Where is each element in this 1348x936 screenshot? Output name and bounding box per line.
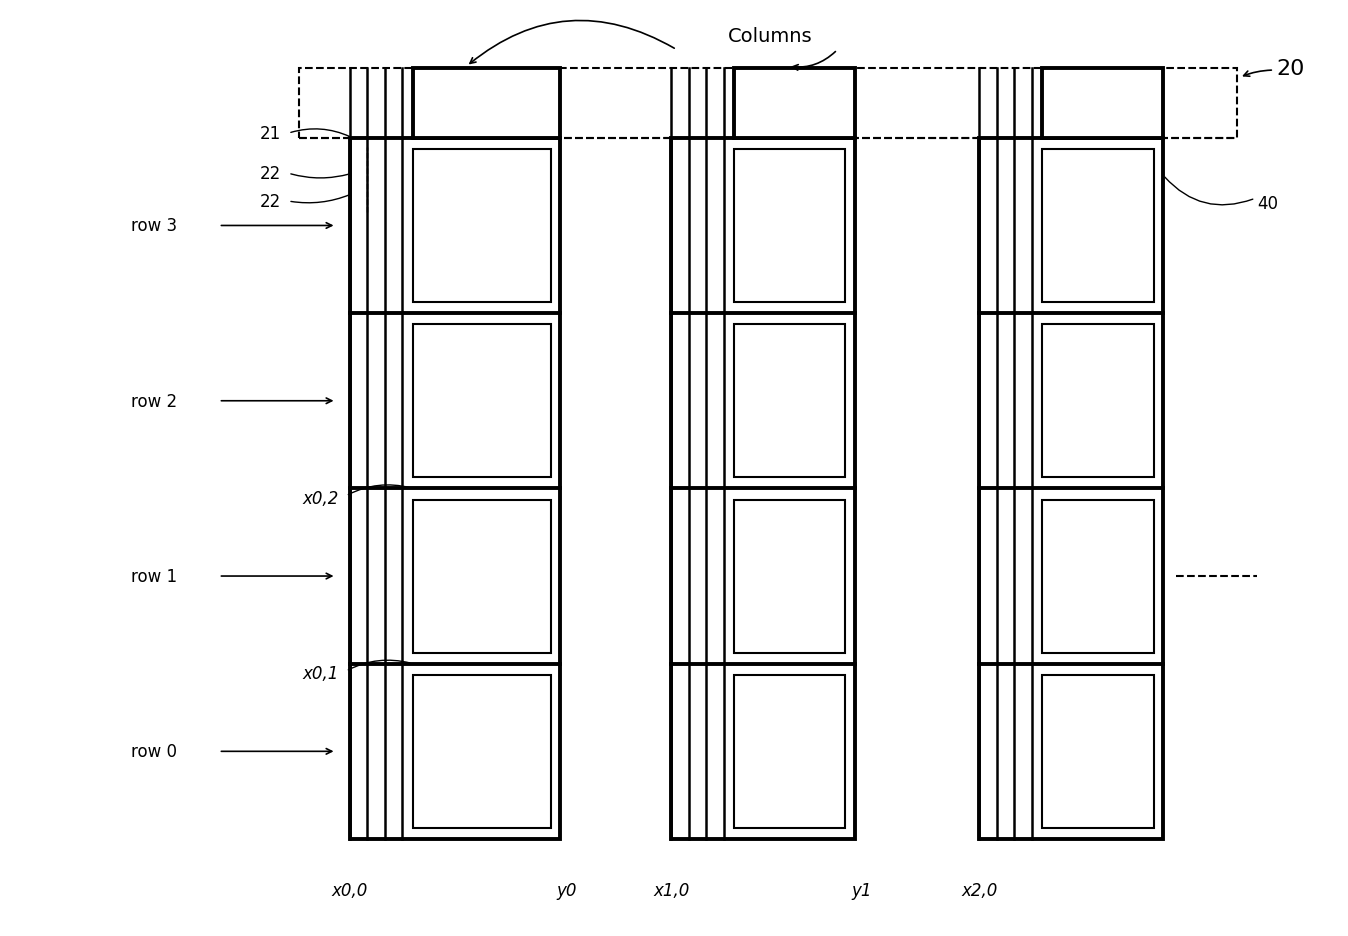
Text: y0: y0 [557,881,577,899]
Bar [299,69,1236,139]
Bar [735,325,845,477]
Bar [671,139,855,839]
Bar [412,150,551,302]
Text: row 1: row 1 [132,567,178,585]
Text: x0,2: x0,2 [303,490,340,507]
Text: x0,0: x0,0 [332,881,368,899]
Bar [1042,69,1163,139]
Text: 22: 22 [260,165,282,183]
Bar [735,69,855,139]
Text: Columns: Columns [728,27,813,46]
Text: x0,1: x0,1 [303,665,340,682]
Bar [1042,325,1154,477]
Bar [412,675,551,828]
Text: y1: y1 [852,881,872,899]
Bar [980,139,1163,839]
Bar [735,500,845,652]
Bar [349,139,561,839]
Text: 21: 21 [260,125,282,143]
Text: 22: 22 [260,193,282,211]
Text: row 2: row 2 [132,392,178,410]
Bar [1042,675,1154,828]
Text: x2,0: x2,0 [961,881,998,899]
Bar [1042,150,1154,302]
Bar [735,150,845,302]
Text: x1,0: x1,0 [654,881,690,899]
Bar [412,325,551,477]
Bar [1042,500,1154,652]
Text: row 0: row 0 [132,742,178,761]
Text: row 3: row 3 [132,217,178,235]
Text: 40: 40 [1256,195,1278,212]
Bar [412,69,561,139]
Bar [412,500,551,652]
Text: 20: 20 [1277,59,1305,79]
Bar [735,675,845,828]
